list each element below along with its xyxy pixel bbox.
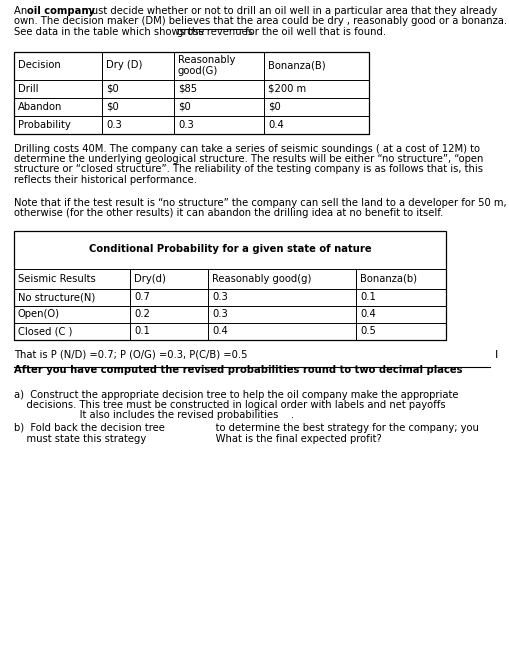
Text: must state this strategy: must state this strategy bbox=[14, 434, 146, 443]
Text: After you have computed the revised probabilities round to two decimal places: After you have computed the revised prob… bbox=[14, 365, 463, 375]
Text: 0.4: 0.4 bbox=[212, 326, 228, 336]
Text: It also includes the revised probabilities    .: It also includes the revised probabiliti… bbox=[14, 411, 294, 421]
Text: Reasonably good(g): Reasonably good(g) bbox=[212, 273, 312, 283]
Text: Seismic Results: Seismic Results bbox=[18, 273, 96, 283]
Text: a)  Construct the appropriate decision tree to help the oil company make the app: a) Construct the appropriate decision tr… bbox=[14, 390, 459, 400]
Text: reflects their historical performance.: reflects their historical performance. bbox=[14, 175, 197, 185]
Text: Conditional Probability for a given state of nature: Conditional Probability for a given stat… bbox=[89, 245, 371, 254]
Text: 0.4: 0.4 bbox=[268, 120, 284, 129]
Text: $200 m: $200 m bbox=[268, 84, 306, 94]
Text: determine the underlying geological structure. The results will be either “no st: determine the underlying geological stru… bbox=[14, 154, 484, 164]
Text: Dry (D): Dry (D) bbox=[106, 61, 143, 71]
Text: own. The decision maker (DM) believes that the area could be dry , reasonably go: own. The decision maker (DM) believes th… bbox=[14, 16, 507, 27]
Text: gross revenues: gross revenues bbox=[177, 27, 253, 37]
Text: Open(O): Open(O) bbox=[18, 309, 60, 319]
Text: 0.4: 0.4 bbox=[360, 309, 376, 319]
Text: What is the final expected profit?: What is the final expected profit? bbox=[200, 434, 382, 443]
Text: 0.5: 0.5 bbox=[360, 326, 376, 336]
Text: I: I bbox=[495, 349, 498, 360]
Text: decisions. This tree must be constructed in logical order with labels and net pa: decisions. This tree must be constructed… bbox=[14, 400, 445, 410]
Text: b)  Fold back the decision tree: b) Fold back the decision tree bbox=[14, 423, 165, 433]
Text: 0.1: 0.1 bbox=[360, 292, 376, 302]
Text: Drill: Drill bbox=[18, 84, 39, 94]
Text: Closed (C ): Closed (C ) bbox=[18, 326, 72, 336]
Text: Bonanza(b): Bonanza(b) bbox=[360, 273, 417, 283]
Text: $0: $0 bbox=[268, 101, 281, 111]
Text: $0: $0 bbox=[178, 101, 191, 111]
Text: Reasonably
good(G): Reasonably good(G) bbox=[178, 55, 235, 77]
Text: structure or “closed structure”. The reliability of the testing company is as fo: structure or “closed structure”. The rel… bbox=[14, 165, 483, 175]
Text: Dry(d): Dry(d) bbox=[134, 273, 166, 283]
Text: $0: $0 bbox=[106, 84, 119, 94]
Text: Decision: Decision bbox=[18, 61, 61, 71]
Text: 0.2: 0.2 bbox=[134, 309, 150, 319]
Text: Bonanza(B): Bonanza(B) bbox=[268, 61, 326, 71]
Text: $0: $0 bbox=[106, 101, 119, 111]
Text: 0.7: 0.7 bbox=[134, 292, 150, 302]
Text: That is P (N/D) =0.7; P (O/G) =0.3, P(C/B) =0.5: That is P (N/D) =0.7; P (O/G) =0.3, P(C/… bbox=[14, 349, 247, 360]
Text: 0.3: 0.3 bbox=[106, 120, 122, 129]
Text: An: An bbox=[14, 6, 31, 16]
Text: oil company: oil company bbox=[27, 6, 95, 16]
Text: Note that if the test result is “no structure” the company can sell the land to : Note that if the test result is “no stru… bbox=[14, 198, 506, 207]
Text: No structure(N): No structure(N) bbox=[18, 292, 95, 302]
Text: for the oil well that is found.: for the oil well that is found. bbox=[242, 27, 386, 37]
Bar bbox=[14, 230, 446, 339]
Text: $85: $85 bbox=[178, 84, 197, 94]
Bar bbox=[14, 52, 369, 133]
Text: Drilling costs 40M. The company can take a series of seismic soundings ( at a co: Drilling costs 40M. The company can take… bbox=[14, 143, 480, 154]
Text: Probability: Probability bbox=[18, 120, 71, 129]
Text: 0.3: 0.3 bbox=[212, 292, 228, 302]
Text: 0.3: 0.3 bbox=[178, 120, 194, 129]
Text: 0.3: 0.3 bbox=[212, 309, 228, 319]
Text: 0.1: 0.1 bbox=[134, 326, 150, 336]
Text: Abandon: Abandon bbox=[18, 101, 63, 111]
Text: must decide whether or not to drill an oil well in a particular area that they a: must decide whether or not to drill an o… bbox=[79, 6, 497, 16]
Text: otherwise (for the other results) it can abandon the drilling idea at no benefit: otherwise (for the other results) it can… bbox=[14, 208, 443, 218]
Text: to determine the best strategy for the company; you: to determine the best strategy for the c… bbox=[200, 423, 479, 433]
Text: See data in the table which shows the: See data in the table which shows the bbox=[14, 27, 208, 37]
